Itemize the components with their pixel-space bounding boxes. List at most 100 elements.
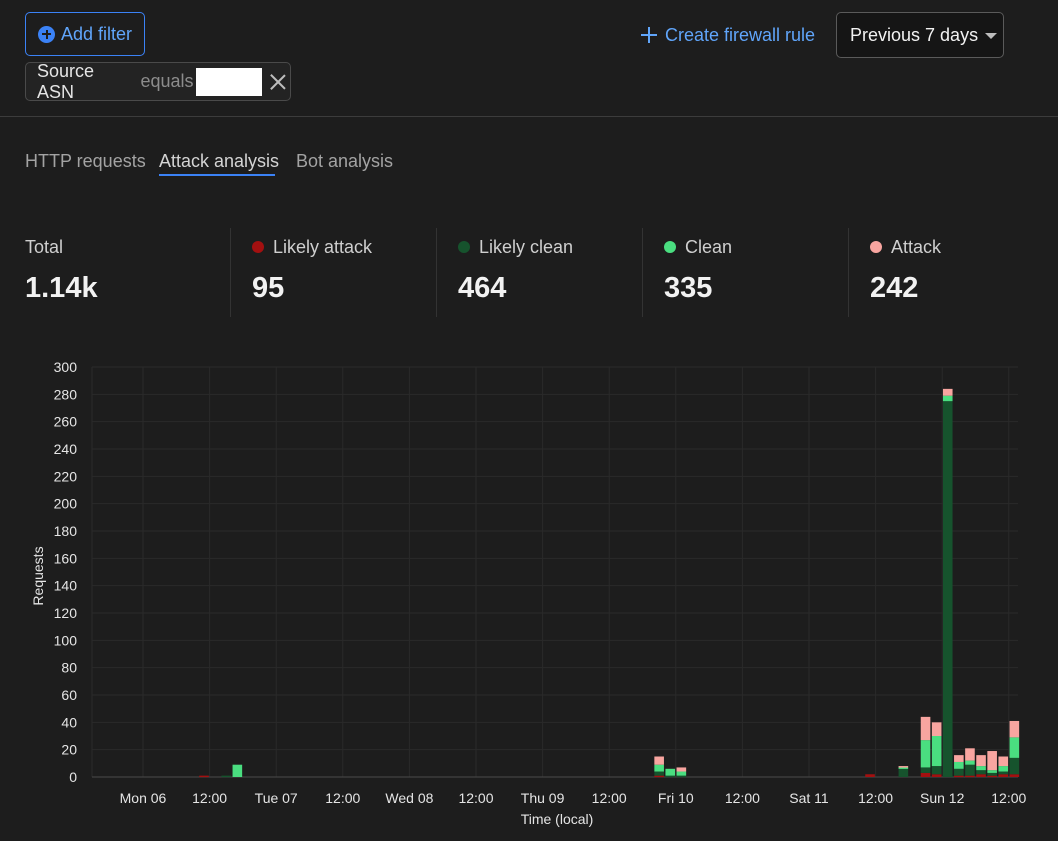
bar-segment-clean [998,766,1009,772]
bar-segment-clean [676,771,687,776]
chart-grid [91,366,1018,778]
x-tick-label: Sat 11 [789,790,829,806]
stat-label: Likely attack [273,236,373,257]
bar-segment-likely-clean [665,775,676,778]
x-axis-title: Time (local) [521,811,594,827]
stat-likely-clean: Likely clean 464 [458,236,573,305]
x-tick-label: Tue 07 [255,790,298,806]
stat-value: 242 [870,272,919,304]
bar-segment-attack [942,388,953,396]
bar-segment-likely-attack [654,775,664,778]
time-range-select[interactable]: Previous 7 days [836,12,1004,58]
bar-segment-likely-clean [976,770,986,775]
tab-http-requests[interactable]: HTTP requests [25,151,146,171]
bar-segment-attack [976,755,986,767]
stat-divider [436,228,437,317]
y-tick-label: 100 [54,632,78,648]
filter-field: Source ASN [37,60,95,102]
stat-total: Total 1.14k [25,236,98,305]
bar-segment-attack [654,756,664,765]
bar-segment-likely-clean [676,775,687,778]
y-tick-label: 180 [54,523,78,539]
bar-segment-likely-clean [898,768,909,777]
y-tick-label: 20 [61,742,77,758]
stat-value: 95 [252,272,285,304]
filter-operator: equals [140,71,194,91]
y-tick-label: 60 [61,687,77,703]
y-tick-label: 40 [61,714,77,730]
y-tick-label: 220 [54,468,78,484]
bar-segment-attack [676,767,687,772]
bar-segment-clean [1009,737,1020,758]
likely-attack-dot-icon [252,241,264,253]
y-tick-label: 280 [54,386,78,402]
stat-label: Likely clean [479,236,574,257]
create-firewall-rule-label: Create firewall rule [665,24,816,45]
create-firewall-rule-link[interactable]: Create firewall rule [641,22,815,48]
bar-segment-attack [920,716,931,741]
bar-segment-likely-clean [998,771,1009,775]
stat-label: Attack [891,236,942,257]
bar-segment-clean [665,768,676,776]
filter-chip[interactable]: Source ASN equals [25,60,291,102]
stat-value: 335 [664,272,713,304]
bar-segment-likely-attack [1009,774,1020,777]
stat-value: 1.14k [25,272,98,304]
bar-segment-attack [954,755,964,762]
x-tick-label: Thu 09 [521,790,565,806]
bar-segment-likely-clean [654,771,664,776]
bar-segment-likely-attack [965,775,975,778]
y-tick-label: 260 [54,414,78,430]
x-tick-label: 12:00 [192,790,227,806]
likely-clean-dot-icon [458,241,470,253]
stat-label: Clean [685,236,733,257]
x-tick-label: Mon 06 [120,790,167,806]
stat-divider [642,228,643,317]
bar-segment-likely-attack [199,775,209,778]
chart-bars [199,388,1020,778]
active-tab-indicator [159,174,275,176]
bar-segment-clean [942,395,953,402]
bar-segment-attack [898,766,909,768]
x-tick-label: 12:00 [458,790,493,806]
remove-filter-icon[interactable] [266,70,290,94]
y-tick-label: 160 [54,550,78,566]
bar-segment-likely-clean [221,775,232,778]
bar-segment-likely-clean [954,768,964,776]
bar-segment-likely-clean [931,766,942,775]
y-tick-label: 140 [54,578,78,594]
y-tick-label: 120 [54,605,78,621]
bar-segment-likely-attack [920,772,931,777]
bar-segment-attack [998,756,1009,767]
bar-segment-attack [987,751,997,771]
tab-attack-analysis[interactable]: Attack analysis [159,151,280,171]
tab-bot-analysis[interactable]: Bot analysis [296,151,394,171]
bar-segment-clean [232,764,243,777]
attack-dot-icon [870,241,882,253]
x-tick-label: Fri 10 [658,790,694,806]
y-axis-title: Requests [30,546,46,605]
bar-segment-clean [976,766,986,771]
bar-segment-likely-attack [931,774,942,777]
bar-segment-likely-attack [954,775,964,778]
x-tick-label: Sun 12 [920,790,965,806]
bar-segment-clean [954,761,964,769]
header-divider [0,116,1058,117]
x-tick-label: 12:00 [592,790,627,806]
bar-segment-clean [898,767,909,769]
y-tick-label: 200 [54,496,78,512]
bar-segment-attack [1009,720,1020,738]
bar-segment-likely-attack [987,775,997,778]
caret-down-icon [985,33,998,39]
bar-segment-likely-attack [998,774,1009,777]
plus-circle-icon [38,25,55,43]
x-tick-label: 12:00 [725,790,760,806]
x-tick-label: 12:00 [858,790,893,806]
y-tick-label: 300 [54,359,78,375]
bar-segment-clean [931,736,942,767]
add-filter-button[interactable]: Add filter [25,12,145,56]
plus-icon [641,27,657,43]
bar-segment-likely-attack [865,774,875,777]
y-tick-label: 0 [69,769,77,785]
bar-segment-likely-clean [965,764,975,776]
